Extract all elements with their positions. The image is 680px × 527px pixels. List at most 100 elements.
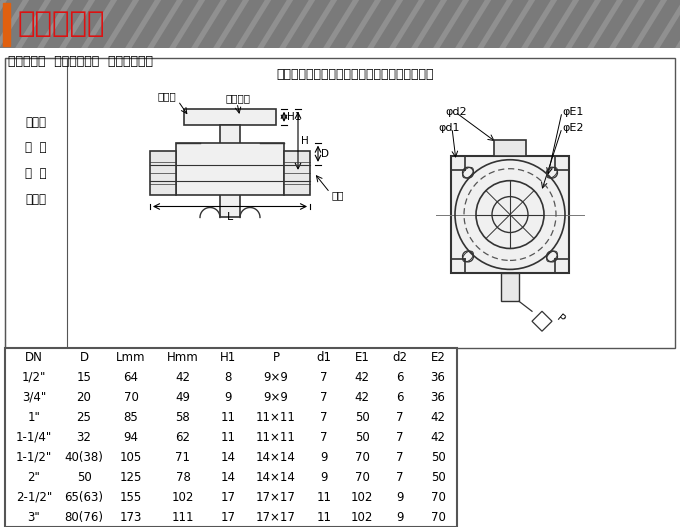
- Text: 7: 7: [320, 431, 328, 444]
- Text: 70: 70: [430, 511, 445, 523]
- Polygon shape: [484, 0, 528, 48]
- Bar: [381, 447, 419, 467]
- Text: 9: 9: [396, 511, 404, 523]
- Polygon shape: [110, 0, 154, 48]
- Text: 阀门的: 阀门的: [26, 115, 46, 129]
- Text: 71: 71: [175, 451, 190, 464]
- Bar: [3, 3, 10, 45]
- Bar: [157, 407, 209, 427]
- Bar: [5, 58, 675, 348]
- Text: 94: 94: [124, 431, 139, 444]
- Text: 11: 11: [220, 411, 235, 424]
- Polygon shape: [154, 0, 198, 48]
- Bar: [63, 348, 105, 367]
- Text: 1-1/2": 1-1/2": [16, 451, 52, 464]
- Text: 11: 11: [316, 491, 332, 504]
- Text: 8: 8: [224, 371, 232, 384]
- Bar: [419, 348, 457, 367]
- Bar: [63, 487, 105, 507]
- Bar: [209, 427, 247, 447]
- Text: 36: 36: [430, 391, 445, 404]
- Text: φE1: φE1: [562, 107, 583, 117]
- Bar: [5, 487, 63, 507]
- Text: 102: 102: [351, 511, 373, 523]
- Bar: [419, 407, 457, 427]
- Text: 50: 50: [77, 471, 91, 484]
- Polygon shape: [528, 0, 572, 48]
- Text: 示意图: 示意图: [26, 193, 46, 206]
- Bar: [105, 387, 157, 407]
- Text: 78: 78: [175, 471, 190, 484]
- Bar: [305, 427, 343, 447]
- Text: 70: 70: [430, 491, 445, 504]
- Bar: [150, 151, 176, 194]
- Polygon shape: [594, 0, 638, 48]
- Bar: [157, 348, 209, 367]
- Bar: [220, 125, 240, 218]
- Polygon shape: [176, 0, 220, 48]
- Bar: [284, 151, 310, 194]
- Bar: [305, 447, 343, 467]
- Text: 安装示意图: 安装示意图: [18, 10, 105, 38]
- Polygon shape: [22, 0, 66, 48]
- Bar: [381, 427, 419, 447]
- Bar: [63, 367, 105, 387]
- Text: 42: 42: [430, 411, 445, 424]
- Text: 7: 7: [396, 471, 404, 484]
- Bar: [184, 109, 276, 125]
- Text: 6: 6: [396, 391, 404, 404]
- Bar: [105, 487, 157, 507]
- Bar: [419, 367, 457, 387]
- Bar: [381, 367, 419, 387]
- Text: φE2: φE2: [562, 123, 583, 133]
- Bar: [381, 407, 419, 427]
- Bar: [247, 348, 305, 367]
- Bar: [209, 507, 247, 527]
- Text: Lmm: Lmm: [116, 351, 146, 364]
- Bar: [247, 467, 305, 487]
- Polygon shape: [660, 0, 680, 48]
- Bar: [343, 507, 381, 527]
- Bar: [105, 348, 157, 367]
- Text: P: P: [555, 313, 566, 325]
- Text: 阀杆高度: 阀杆高度: [225, 93, 250, 103]
- Bar: [501, 274, 519, 301]
- Bar: [247, 487, 305, 507]
- Polygon shape: [330, 0, 374, 48]
- Polygon shape: [352, 0, 396, 48]
- Text: 11×11: 11×11: [256, 411, 296, 424]
- Polygon shape: [374, 0, 418, 48]
- Bar: [247, 447, 305, 467]
- Bar: [63, 507, 105, 527]
- Text: L: L: [227, 212, 233, 222]
- Polygon shape: [44, 0, 88, 48]
- Polygon shape: [198, 0, 242, 48]
- Text: H1: H1: [220, 351, 236, 364]
- Bar: [419, 387, 457, 407]
- Text: 9: 9: [224, 391, 232, 404]
- Text: 1": 1": [28, 411, 40, 424]
- Bar: [157, 487, 209, 507]
- Bar: [157, 367, 209, 387]
- Text: H1: H1: [287, 112, 301, 122]
- Text: 14: 14: [220, 451, 235, 464]
- Text: 11×11: 11×11: [256, 431, 296, 444]
- Bar: [157, 447, 209, 467]
- Polygon shape: [396, 0, 440, 48]
- Polygon shape: [0, 0, 44, 48]
- Text: 14×14: 14×14: [256, 471, 296, 484]
- Text: 6: 6: [396, 371, 404, 384]
- Polygon shape: [572, 0, 616, 48]
- Text: Hmm: Hmm: [167, 351, 199, 364]
- Text: 125: 125: [120, 471, 142, 484]
- Bar: [209, 467, 247, 487]
- Text: 64: 64: [124, 371, 139, 384]
- Polygon shape: [264, 0, 308, 48]
- Text: 62: 62: [175, 431, 190, 444]
- Bar: [209, 447, 247, 467]
- Bar: [419, 427, 457, 447]
- Bar: [5, 387, 63, 407]
- Text: 通径: 通径: [332, 190, 345, 200]
- Text: 1-1/4": 1-1/4": [16, 431, 52, 444]
- Bar: [419, 467, 457, 487]
